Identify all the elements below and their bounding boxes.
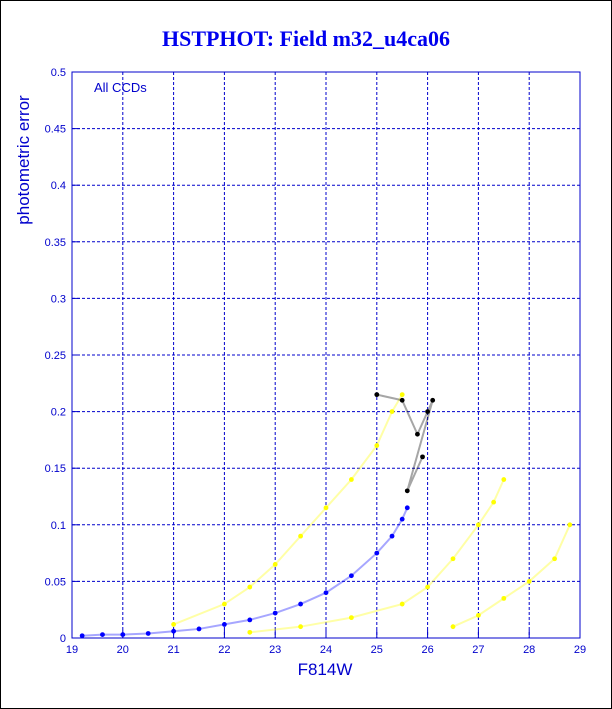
data-point bbox=[120, 632, 126, 638]
x-tick-label: 25 bbox=[371, 644, 383, 656]
data-point bbox=[272, 610, 278, 616]
y-tick-label: 0.15 bbox=[45, 463, 66, 475]
data-point bbox=[171, 622, 177, 627]
data-point bbox=[430, 397, 436, 403]
y-tick-label: 0.5 bbox=[51, 67, 66, 79]
y-tick-label: 0.1 bbox=[51, 520, 66, 532]
x-tick-label: 23 bbox=[269, 644, 281, 656]
data-point bbox=[298, 601, 303, 607]
data-point bbox=[247, 629, 253, 635]
data-point bbox=[349, 477, 354, 482]
data-point bbox=[501, 595, 507, 601]
data-point bbox=[389, 409, 395, 414]
data-point bbox=[476, 612, 481, 618]
data-point bbox=[349, 573, 354, 579]
data-point bbox=[374, 443, 380, 448]
y-tick-label: 0.25 bbox=[45, 350, 66, 362]
y-tick-label: 0 bbox=[60, 633, 66, 645]
data-point bbox=[420, 454, 425, 460]
data-point bbox=[171, 628, 177, 634]
y-tick-label: 0.3 bbox=[51, 293, 66, 305]
data-point bbox=[389, 533, 395, 539]
data-point bbox=[272, 562, 278, 567]
x-tick-label: 19 bbox=[66, 644, 78, 656]
data-point bbox=[567, 522, 573, 528]
y-tick-label: 0.4 bbox=[51, 180, 66, 192]
data-point bbox=[526, 579, 532, 584]
data-point bbox=[349, 615, 354, 621]
chart-title: HSTPHOT: Field m32_u4ca06 bbox=[161, 26, 451, 51]
data-point bbox=[399, 601, 405, 607]
data-point bbox=[415, 431, 420, 437]
data-point bbox=[323, 505, 329, 511]
x-tick-label: 28 bbox=[523, 644, 535, 656]
y-tick-label: 0.05 bbox=[45, 576, 66, 588]
x-tick-label: 22 bbox=[218, 644, 230, 656]
x-tick-label: 24 bbox=[320, 644, 332, 656]
data-point bbox=[196, 626, 202, 632]
data-point bbox=[476, 522, 481, 528]
data-point bbox=[323, 590, 329, 596]
data-point bbox=[450, 556, 456, 562]
data-point bbox=[247, 617, 253, 623]
series-line-0 bbox=[82, 507, 409, 637]
data-point bbox=[425, 584, 430, 590]
x-tick-label: 26 bbox=[421, 644, 433, 656]
data-point bbox=[374, 392, 380, 398]
data-point bbox=[491, 499, 497, 505]
data-point bbox=[399, 397, 405, 403]
x-tick-label: 29 bbox=[574, 644, 586, 656]
data-point bbox=[79, 633, 85, 639]
y-tick-label: 0.45 bbox=[45, 124, 66, 136]
data-point bbox=[399, 516, 405, 522]
y-tick-label: 0.2 bbox=[51, 407, 66, 419]
x-axis-label: F814W bbox=[298, 660, 353, 679]
series-line-4 bbox=[376, 393, 434, 492]
series-line-1 bbox=[173, 394, 404, 626]
annotation-label: All CCDs bbox=[94, 80, 147, 95]
x-tick-label: 20 bbox=[117, 644, 129, 656]
data-point bbox=[501, 477, 507, 482]
data-point bbox=[552, 556, 557, 562]
data-point bbox=[247, 584, 253, 590]
data-point bbox=[404, 505, 410, 511]
y-axis-label: photometric error bbox=[14, 95, 33, 225]
y-tick-label: 0.35 bbox=[45, 237, 66, 249]
data-point bbox=[404, 488, 410, 494]
data-point bbox=[399, 392, 405, 398]
data-point bbox=[425, 409, 430, 414]
x-tick-label: 21 bbox=[167, 644, 179, 656]
series-line-3 bbox=[452, 524, 571, 628]
data-point bbox=[298, 533, 303, 539]
data-point bbox=[450, 624, 456, 630]
data-point bbox=[100, 632, 105, 638]
data-point bbox=[374, 550, 380, 556]
data-point bbox=[145, 631, 151, 636]
data-point bbox=[222, 622, 227, 627]
x-tick-label: 27 bbox=[472, 644, 484, 656]
data-point bbox=[222, 601, 227, 607]
data-point bbox=[298, 624, 303, 630]
